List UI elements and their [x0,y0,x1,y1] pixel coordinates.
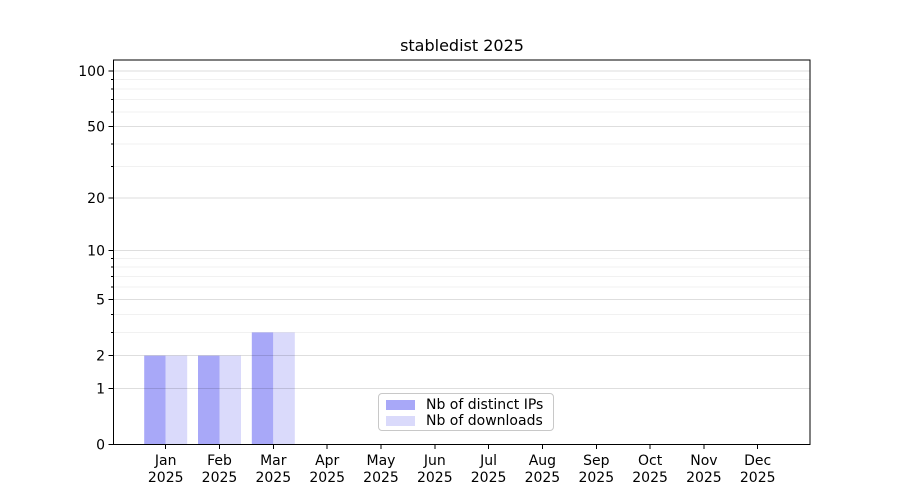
legend-item-distinct-ips: Nb of distinct IPs [386,397,545,413]
legend-label-downloads: Nb of downloads [426,413,543,429]
legend-swatch-downloads [386,416,415,426]
x-tick-label-year: 2025 [309,470,345,486]
x-tick-label-year: 2025 [471,470,507,486]
x-tick-label-year: 2025 [525,470,561,486]
axis-labels: 0125102050100Jan2025Feb2025Mar2025Apr202… [78,64,775,486]
y-tick-label: 5 [96,293,105,309]
x-tick-label-year: 2025 [202,470,238,486]
x-tick-label-year: 2025 [686,470,722,486]
grid-major [113,70,810,389]
y-tick-label: 20 [87,191,105,207]
x-tick-label-month: Oct [638,453,663,469]
legend: Nb of distinct IPs Nb of downloads [378,393,554,431]
legend-item-downloads: Nb of downloads [386,413,545,429]
legend-label-distinct-ips: Nb of distinct IPs [426,397,544,413]
x-tick-label-year: 2025 [740,470,776,486]
y-tick-label: 1 [96,381,105,397]
y-tick-label: 50 [87,120,105,136]
y-tick-label: 10 [87,244,105,260]
bar-downloads-feb [219,355,241,445]
x-tick-label-month: Mar [260,453,287,469]
x-tick-label-year: 2025 [148,470,184,486]
x-tick-label-month: Feb [207,453,232,469]
bar-downloads-mar [273,332,295,445]
x-tick-label-month: Jun [423,453,446,469]
x-tick-label-year: 2025 [363,470,399,486]
y-tick-label: 2 [96,349,105,365]
y-tick-label: 100 [78,64,105,80]
x-tick-label-year: 2025 [417,470,453,486]
grid-minor [113,79,810,333]
x-tick-label-year: 2025 [578,470,614,486]
legend-swatch-distinct-ips [386,400,415,410]
axis-ticks [108,70,759,449]
bars [144,332,295,445]
chart-title: stabledist 2025 [400,36,524,55]
x-tick-label-year: 2025 [255,470,291,486]
bar-distinct-ips-jan [144,355,166,445]
x-tick-label-year: 2025 [632,470,668,486]
bar-downloads-jan [165,355,188,445]
x-tick-label-month: Nov [690,453,717,469]
x-tick-label-month: Jan [154,453,177,469]
x-tick-label-month: Aug [529,453,556,469]
x-tick-label-month: Sep [583,453,610,469]
bar-distinct-ips-feb [198,355,220,445]
y-tick-label: 0 [96,438,105,454]
x-tick-label-month: Dec [744,453,771,469]
x-tick-label-month: Apr [315,453,339,469]
x-tick-label-month: May [367,453,396,469]
x-tick-label-month: Jul [479,453,497,469]
axes-spines [113,59,811,445]
bar-distinct-ips-mar [251,332,274,445]
